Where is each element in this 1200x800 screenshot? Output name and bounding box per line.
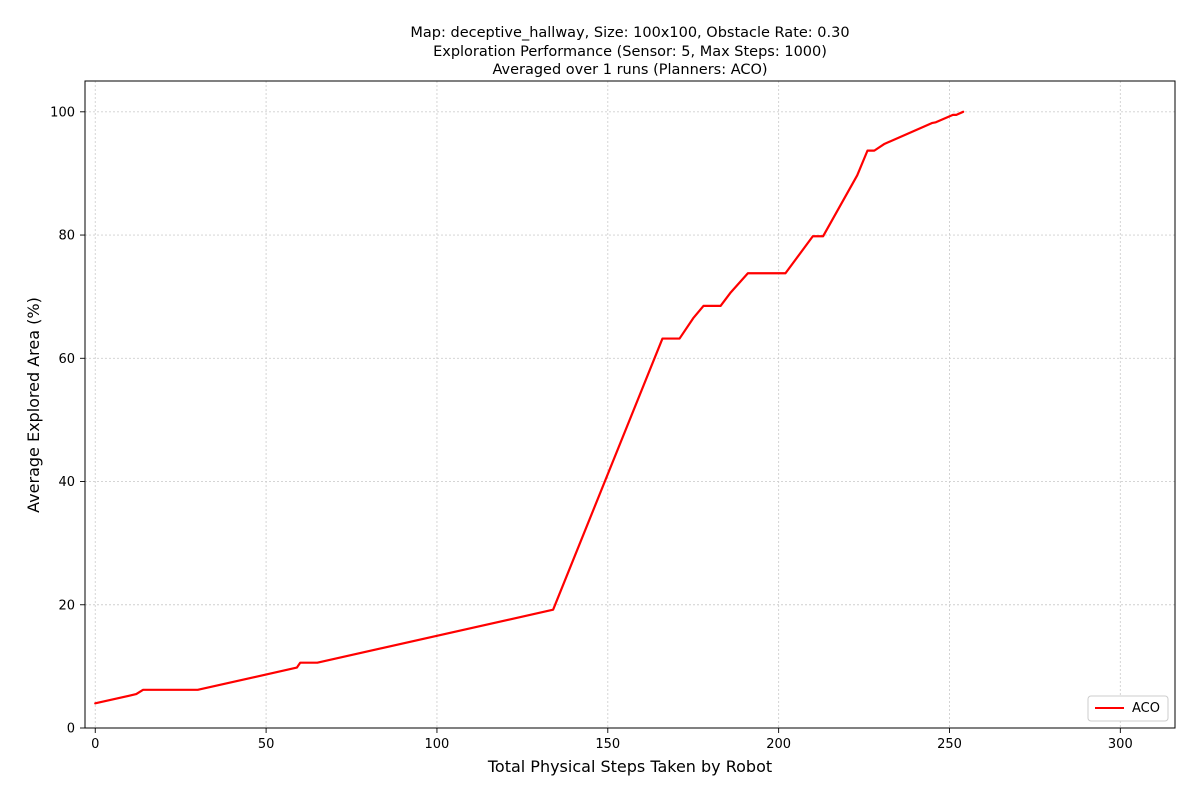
x-tick-label: 200 bbox=[766, 737, 791, 752]
x-tick-label: 300 bbox=[1108, 737, 1133, 752]
chart-title-line-1: Map: deceptive_hallway, Size: 100x100, O… bbox=[410, 25, 849, 41]
x-tick-label: 0 bbox=[91, 737, 99, 752]
legend-label-aco: ACO bbox=[1132, 701, 1160, 716]
y-tick-label: 0 bbox=[67, 722, 75, 737]
series-layer bbox=[94, 110, 965, 705]
axis-ticks: 0 50 100 150 200 250 300 0 20 40 60 80 100 bbox=[50, 105, 1133, 752]
x-tick-label: 50 bbox=[258, 737, 275, 752]
chart-title-line-3: Averaged over 1 runs (Planners: ACO) bbox=[492, 62, 767, 78]
x-tick-label: 250 bbox=[937, 737, 962, 752]
x-tick-label: 100 bbox=[425, 737, 450, 752]
legend: ACO bbox=[1087, 695, 1169, 722]
y-tick-label: 40 bbox=[58, 475, 75, 490]
chart-title-line-2: Exploration Performance (Sensor: 5, Max … bbox=[433, 44, 827, 60]
x-axis-label: Total Physical Steps Taken by Robot bbox=[487, 757, 772, 776]
y-tick-label: 20 bbox=[58, 598, 75, 613]
y-tick-label: 80 bbox=[58, 229, 75, 244]
y-axis-label: Average Explored Area (%) bbox=[24, 297, 43, 513]
plot-frame bbox=[84, 80, 1176, 729]
y-tick-label: 60 bbox=[58, 352, 75, 367]
x-tick-label: 150 bbox=[595, 737, 620, 752]
series-line-aco bbox=[94, 110, 965, 705]
legend-box bbox=[1087, 695, 1169, 722]
y-tick-label: 100 bbox=[50, 105, 75, 120]
